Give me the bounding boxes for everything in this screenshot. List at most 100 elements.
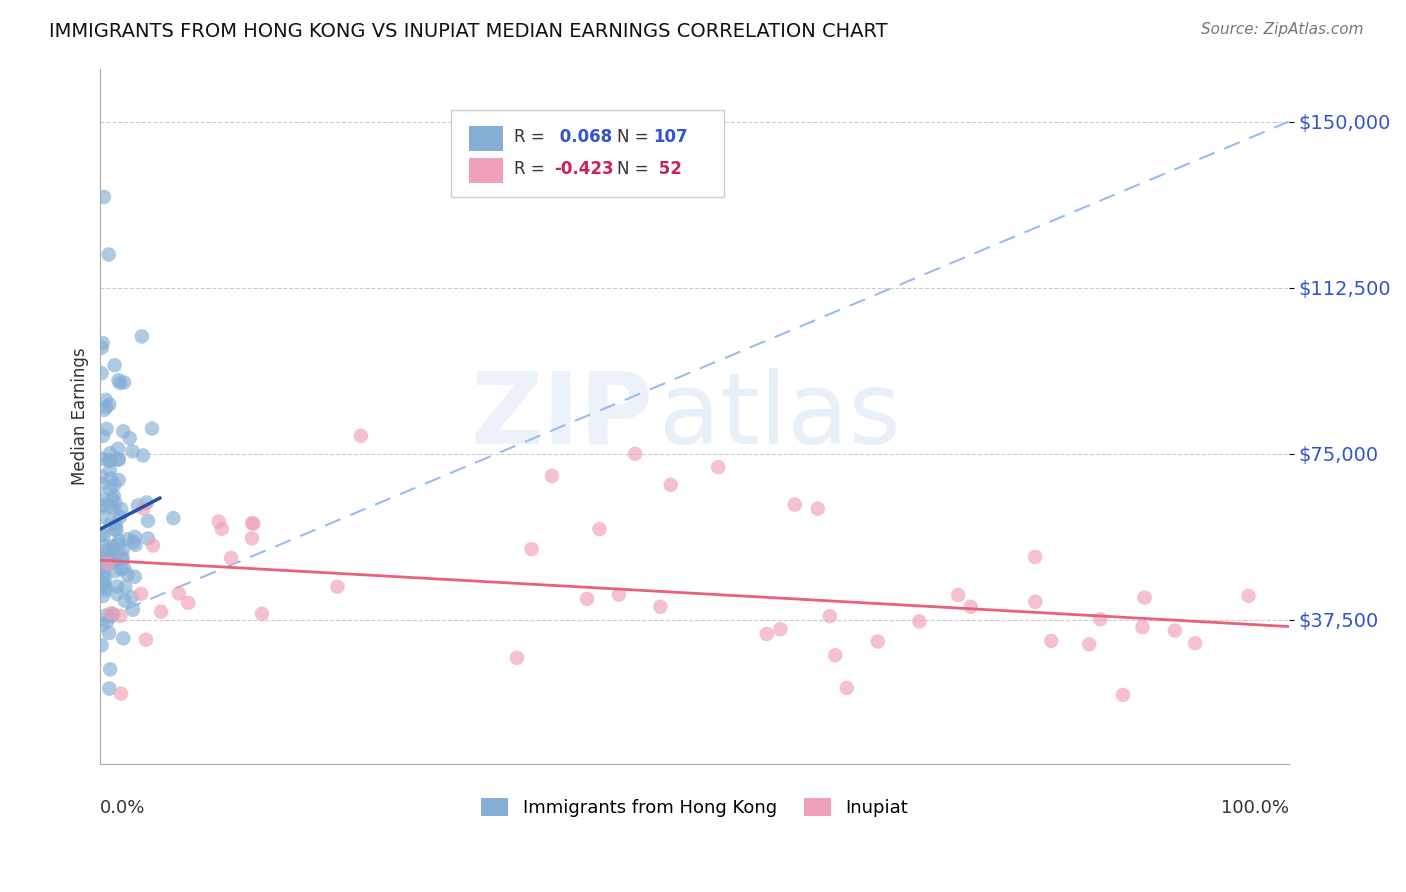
Point xyxy=(111,542,134,557)
Legend: Immigrants from Hong Kong, Inupiat: Immigrants from Hong Kong, Inupiat xyxy=(474,790,915,824)
Point xyxy=(90,366,112,380)
Point xyxy=(91,577,114,591)
Point xyxy=(94,571,117,585)
Point xyxy=(94,608,117,623)
Point xyxy=(91,336,114,351)
Point xyxy=(100,606,122,620)
Point xyxy=(96,546,118,560)
Point xyxy=(129,587,152,601)
Point xyxy=(108,509,131,524)
Point xyxy=(98,463,121,477)
Point xyxy=(96,553,118,567)
Point xyxy=(91,500,114,514)
Point xyxy=(100,472,122,486)
Text: atlas: atlas xyxy=(659,368,900,465)
Text: 52: 52 xyxy=(652,160,682,178)
Point xyxy=(121,590,143,604)
Text: 100.0%: 100.0% xyxy=(1220,798,1289,816)
Point xyxy=(1024,595,1046,609)
Point xyxy=(104,552,127,566)
Point xyxy=(150,605,173,619)
Point xyxy=(110,608,132,623)
Point xyxy=(122,602,145,616)
Point xyxy=(90,618,112,632)
Point xyxy=(103,607,125,621)
Point xyxy=(93,529,115,543)
Point xyxy=(946,588,969,602)
Point xyxy=(97,557,120,571)
Point xyxy=(167,586,190,600)
Point xyxy=(93,190,115,204)
Point xyxy=(242,516,264,531)
Text: ZIP: ZIP xyxy=(470,368,652,465)
Point xyxy=(588,522,610,536)
Point xyxy=(112,561,135,575)
Point xyxy=(131,329,153,343)
Point xyxy=(326,580,349,594)
Point xyxy=(108,376,131,390)
Text: -0.423: -0.423 xyxy=(554,160,614,178)
Point xyxy=(114,580,136,594)
Y-axis label: Median Earnings: Median Earnings xyxy=(72,347,89,485)
Text: IMMIGRANTS FROM HONG KONG VS INUPIAT MEDIAN EARNINGS CORRELATION CHART: IMMIGRANTS FROM HONG KONG VS INUPIAT MED… xyxy=(49,22,887,41)
Point xyxy=(250,607,273,621)
Point xyxy=(124,538,146,552)
Point xyxy=(91,429,114,443)
Point xyxy=(127,499,149,513)
Point xyxy=(110,502,132,516)
Point xyxy=(93,402,115,417)
Point xyxy=(162,511,184,525)
Point xyxy=(1112,688,1135,702)
Point xyxy=(124,530,146,544)
Text: N =: N = xyxy=(617,160,650,178)
Point xyxy=(135,495,157,509)
Point xyxy=(112,632,135,646)
Point xyxy=(104,504,127,518)
Point xyxy=(1164,624,1187,638)
Point xyxy=(835,681,858,695)
Point xyxy=(107,473,129,487)
Point xyxy=(707,460,730,475)
Point xyxy=(111,549,134,564)
Point xyxy=(755,627,778,641)
Point xyxy=(117,567,139,582)
Point xyxy=(90,638,112,652)
Point xyxy=(135,632,157,647)
Point xyxy=(520,542,543,557)
Point xyxy=(112,425,135,439)
Point xyxy=(208,515,231,529)
Point xyxy=(104,358,127,372)
Point xyxy=(107,373,129,387)
Point xyxy=(112,376,135,390)
Point xyxy=(136,514,159,528)
Point xyxy=(659,478,682,492)
Point xyxy=(90,341,112,355)
Point xyxy=(177,596,200,610)
Text: R =: R = xyxy=(513,160,544,178)
Point xyxy=(94,583,117,598)
Point xyxy=(103,477,125,491)
Point xyxy=(91,491,114,506)
FancyBboxPatch shape xyxy=(451,111,724,197)
Point xyxy=(105,587,128,601)
Point xyxy=(124,570,146,584)
Point xyxy=(1090,612,1112,626)
Point xyxy=(97,247,120,261)
Point xyxy=(100,500,122,514)
Point xyxy=(1132,620,1154,634)
Point xyxy=(101,553,124,567)
Point xyxy=(107,537,129,551)
Point xyxy=(136,532,159,546)
Point xyxy=(108,452,131,467)
Point xyxy=(93,564,115,578)
Point xyxy=(211,522,233,536)
Point xyxy=(96,422,118,436)
Point xyxy=(101,491,124,506)
Point xyxy=(93,539,115,553)
Point xyxy=(98,454,121,468)
Point xyxy=(1184,636,1206,650)
Point xyxy=(103,539,125,553)
Point xyxy=(1040,634,1063,648)
Point xyxy=(104,496,127,510)
Point xyxy=(1133,591,1156,605)
